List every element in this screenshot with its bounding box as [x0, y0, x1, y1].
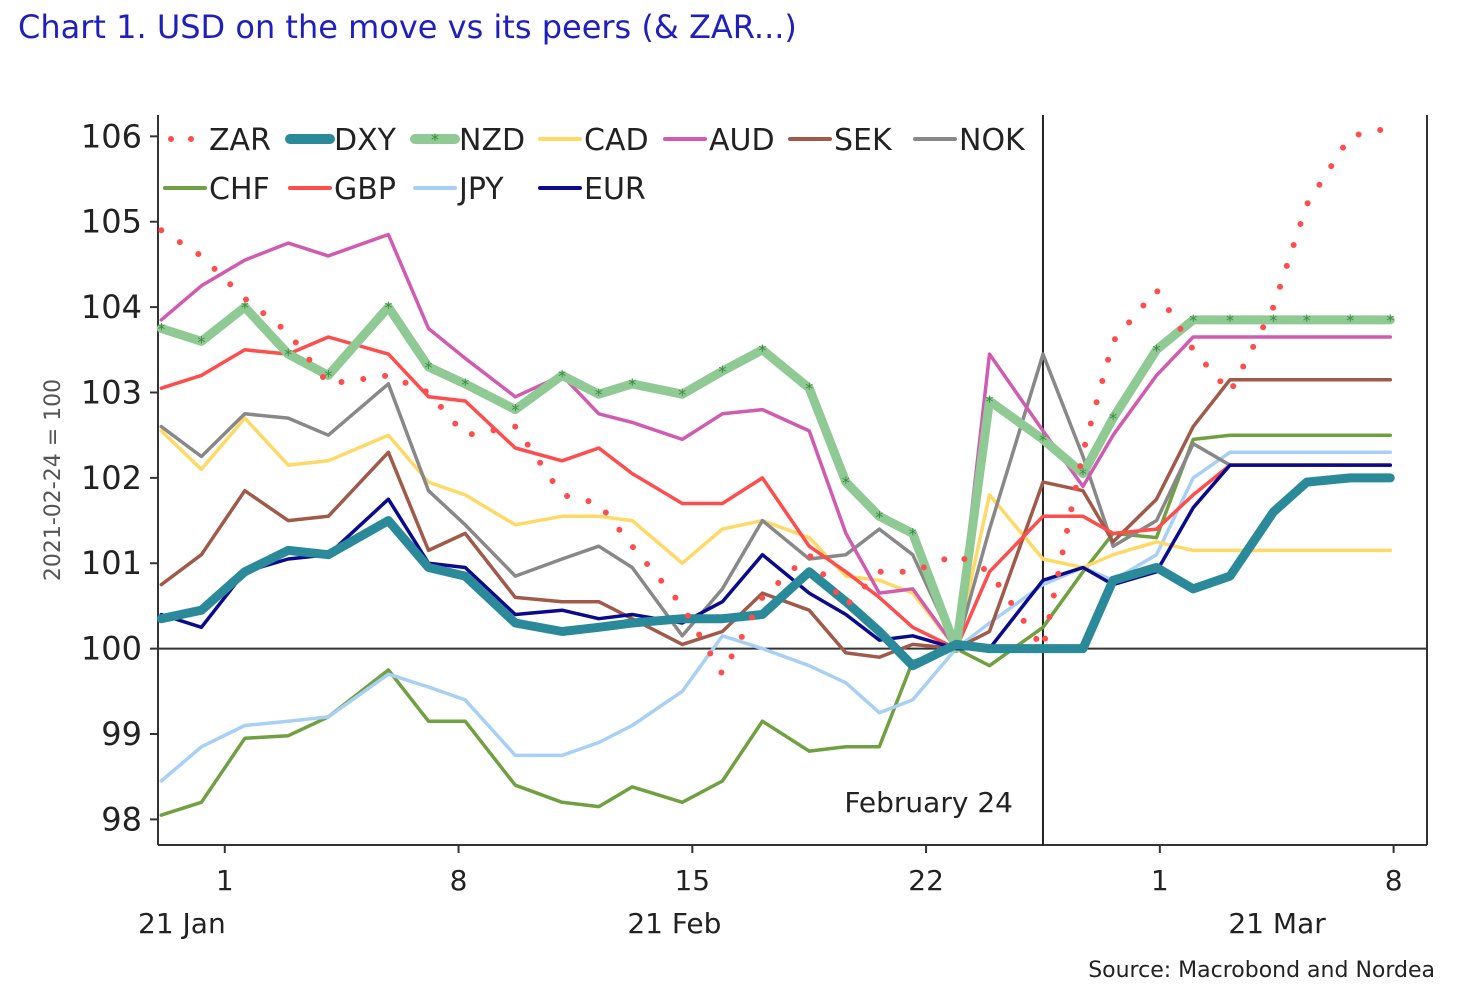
x-axis-ticks: 1 8 15 22 1 8 21 Jan 21 Feb 21 Mar: [138, 845, 1403, 940]
legend-label-cad: CAD: [584, 123, 649, 158]
y-tick-label: 101: [81, 544, 142, 582]
y-tick-label: 100: [81, 630, 142, 668]
point-nzd: *: [842, 473, 850, 492]
point-nzd: *: [805, 379, 813, 398]
chart-title: Chart 1. USD on the move vs its peers (&…: [18, 8, 797, 46]
y-tick-label: 98: [101, 800, 142, 838]
point-nzd: *: [1039, 430, 1047, 449]
point-nzd: *: [241, 298, 249, 317]
series-lines: * * * * * * * * * * * * * * * * * * * * * * * * * * * * * * *: [156, 124, 1395, 817]
point-nzd: *: [1386, 311, 1394, 330]
point-nzd: *: [875, 507, 883, 526]
month-label: 21 Mar: [1228, 907, 1326, 940]
series-line-dxy: [156, 473, 1395, 671]
y-tick-label: 99: [101, 715, 142, 753]
point-nzd: *: [1346, 311, 1354, 330]
series-line-aud: [159, 232, 1393, 651]
point-nzd: *: [284, 345, 292, 364]
axis-labels: 2021-02-24 = 100 February 24: [41, 379, 1013, 819]
chart-source: Source: Macrobond and Nordea: [1088, 958, 1435, 983]
point-nzd: *: [1153, 341, 1161, 360]
reference-line-label: February 24: [844, 786, 1013, 819]
series-line-gbp: [159, 335, 1393, 651]
legend-label-jpy: JPY: [457, 172, 504, 207]
legend-label-nzd: NZD: [459, 123, 525, 158]
point-nzd: *: [384, 298, 392, 317]
month-label: 21 Feb: [627, 907, 721, 940]
month-label: 21 Jan: [138, 907, 226, 940]
legend-label-gbp: GBP: [334, 172, 396, 207]
point-nzd: *: [511, 401, 519, 420]
legend-label-chf: CHF: [209, 172, 270, 207]
point-nzd: *: [986, 392, 994, 411]
x-tick-label: 22: [908, 864, 944, 897]
series-line-cad: [159, 416, 1393, 651]
legend: ZAR DXY * NZD CAD AUD SEK NOK CHF GBP JPY EUR: [163, 123, 1026, 207]
point-nzd: *: [1109, 409, 1117, 428]
point-nzd: *: [1189, 311, 1197, 330]
legend-label-aud: AUD: [709, 123, 775, 158]
y-axis-label: 2021-02-24 = 100: [41, 379, 66, 581]
point-nzd: *: [424, 358, 432, 377]
point-nzd: *: [157, 319, 165, 338]
y-tick-label: 106: [81, 117, 142, 155]
point-nzd: *: [1303, 311, 1311, 330]
plot-frame: [157, 115, 1428, 846]
point-nzd: *: [909, 524, 917, 543]
point-nzd: *: [628, 375, 636, 394]
x-tick-label: 8: [450, 864, 468, 897]
point-nzd: *: [1079, 465, 1087, 484]
series-line-nzd: [156, 302, 1395, 654]
point-nzd: *: [1269, 311, 1277, 330]
x-tick-label: 15: [674, 864, 710, 897]
point-nzd: *: [197, 332, 205, 351]
y-tick-label: 102: [81, 459, 142, 497]
y-axis-ticks: 98 99 100 101 102 103 104 105 106: [81, 117, 158, 838]
point-nzd: *: [324, 366, 332, 385]
legend-label-zar: ZAR: [209, 123, 271, 158]
point-nzd: *: [595, 385, 603, 404]
x-tick-label: 1: [1151, 864, 1169, 897]
x-tick-label: 8: [1385, 864, 1403, 897]
point-nzd: *: [718, 362, 726, 381]
point-nzd: *: [1226, 311, 1234, 330]
point-nzd: *: [678, 385, 686, 404]
y-tick-label: 104: [81, 288, 142, 326]
legend-label-eur: EUR: [584, 172, 646, 207]
series-line-chf: [159, 433, 1393, 817]
series-line-sek: [159, 377, 1393, 659]
legend-label-nok: NOK: [959, 123, 1026, 158]
legend-label-sek: SEK: [834, 123, 893, 158]
point-nzd: *: [758, 341, 766, 360]
series-line-eur: [159, 463, 1393, 651]
series-line-zar: [158, 124, 1394, 678]
legend-label-dxy: DXY: [334, 123, 397, 158]
y-tick-label: 105: [81, 203, 142, 241]
legend-marker-nzd: *: [431, 130, 439, 149]
series-line-jpy: [159, 450, 1393, 783]
point-nzd: *: [461, 375, 469, 394]
y-tick-label: 103: [81, 373, 142, 411]
x-tick-label: 1: [216, 864, 234, 897]
point-nzd: *: [558, 366, 566, 385]
